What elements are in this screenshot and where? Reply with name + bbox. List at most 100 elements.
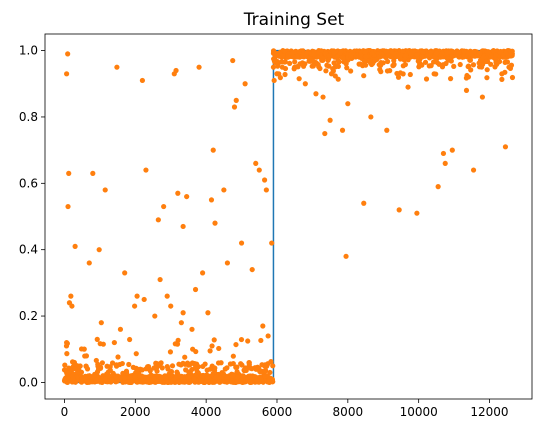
data-point: [184, 193, 190, 200]
data-point: [503, 50, 509, 56]
chart-title: Training Set: [243, 10, 345, 30]
data-point: [204, 367, 210, 373]
data-point: [499, 76, 505, 82]
data-point: [208, 197, 215, 203]
data-point: [414, 210, 420, 216]
data-point: [242, 366, 249, 372]
data-point: [426, 63, 432, 69]
data-point: [185, 362, 192, 368]
data-point: [451, 63, 457, 69]
data-point: [81, 346, 87, 352]
data-point: [215, 360, 222, 366]
data-point: [507, 51, 513, 57]
data-point: [65, 51, 71, 57]
data-point: [256, 379, 262, 385]
data-point: [161, 203, 167, 210]
data-point: [310, 63, 316, 69]
data-point: [320, 94, 326, 100]
data-point: [107, 367, 113, 373]
data-point: [439, 50, 445, 56]
data-point: [400, 48, 406, 54]
data-point: [148, 372, 154, 378]
data-point: [180, 310, 186, 316]
data-point: [193, 372, 199, 378]
data-point: [122, 375, 128, 381]
data-point: [155, 217, 161, 223]
data-point: [470, 62, 477, 68]
data-point: [447, 76, 454, 82]
data-point: [233, 341, 239, 348]
data-point: [139, 77, 145, 84]
data-point: [468, 51, 474, 57]
data-point: [70, 379, 76, 385]
data-point: [104, 363, 110, 369]
data-point: [64, 351, 70, 357]
data-point: [193, 348, 199, 355]
data-point: [292, 59, 298, 65]
data-point: [461, 48, 467, 54]
data-point: [479, 64, 485, 70]
data-point: [94, 369, 101, 375]
data-point: [74, 370, 81, 376]
data-point: [338, 48, 344, 55]
data-point: [157, 276, 163, 283]
data-point: [297, 61, 303, 67]
data-point: [181, 379, 187, 385]
data-point: [503, 58, 509, 65]
data-point: [104, 371, 110, 377]
data-point: [400, 71, 406, 77]
data-point: [205, 310, 211, 316]
data-point: [480, 54, 487, 60]
data-point: [343, 61, 349, 67]
data-point: [420, 49, 426, 55]
data-point: [211, 367, 218, 374]
data-point: [484, 75, 490, 81]
x-tick-label: 2000: [120, 405, 151, 419]
data-point: [345, 101, 351, 107]
data-point: [302, 81, 308, 87]
data-point: [192, 365, 198, 371]
data-point: [169, 363, 176, 369]
data-point: [509, 74, 516, 81]
data-point: [117, 361, 123, 368]
data-point: [408, 51, 414, 58]
data-point: [488, 61, 494, 67]
data-point: [70, 375, 76, 381]
data-point: [249, 266, 255, 273]
data-point: [423, 76, 430, 82]
data-point: [334, 54, 340, 60]
data-point: [212, 220, 218, 226]
data-point: [247, 379, 253, 385]
data-point: [245, 338, 251, 344]
data-point: [127, 336, 133, 343]
data-point: [407, 71, 413, 78]
data-point: [126, 361, 132, 368]
data-point: [204, 374, 210, 380]
data-point: [143, 366, 149, 372]
data-point: [196, 64, 202, 70]
data-point: [234, 369, 240, 375]
data-point: [377, 66, 383, 73]
data-point: [168, 379, 174, 385]
data-point: [464, 72, 470, 79]
data-point: [135, 366, 141, 373]
data-point: [440, 62, 446, 68]
data-point: [361, 73, 367, 79]
data-point: [484, 49, 491, 56]
data-point: [267, 369, 273, 376]
data-point: [327, 117, 333, 123]
data-point: [198, 378, 204, 384]
data-point: [493, 52, 499, 58]
data-point: [357, 61, 364, 67]
data-point: [71, 361, 77, 367]
data-point: [432, 54, 438, 60]
data-point: [448, 49, 454, 56]
data-point: [383, 48, 389, 55]
data-point: [140, 375, 146, 382]
data-point: [224, 375, 230, 381]
axes-frame: [44, 33, 533, 400]
data-point: [246, 360, 252, 366]
data-point: [149, 377, 155, 383]
data-point: [164, 293, 170, 299]
data-point: [377, 54, 383, 60]
